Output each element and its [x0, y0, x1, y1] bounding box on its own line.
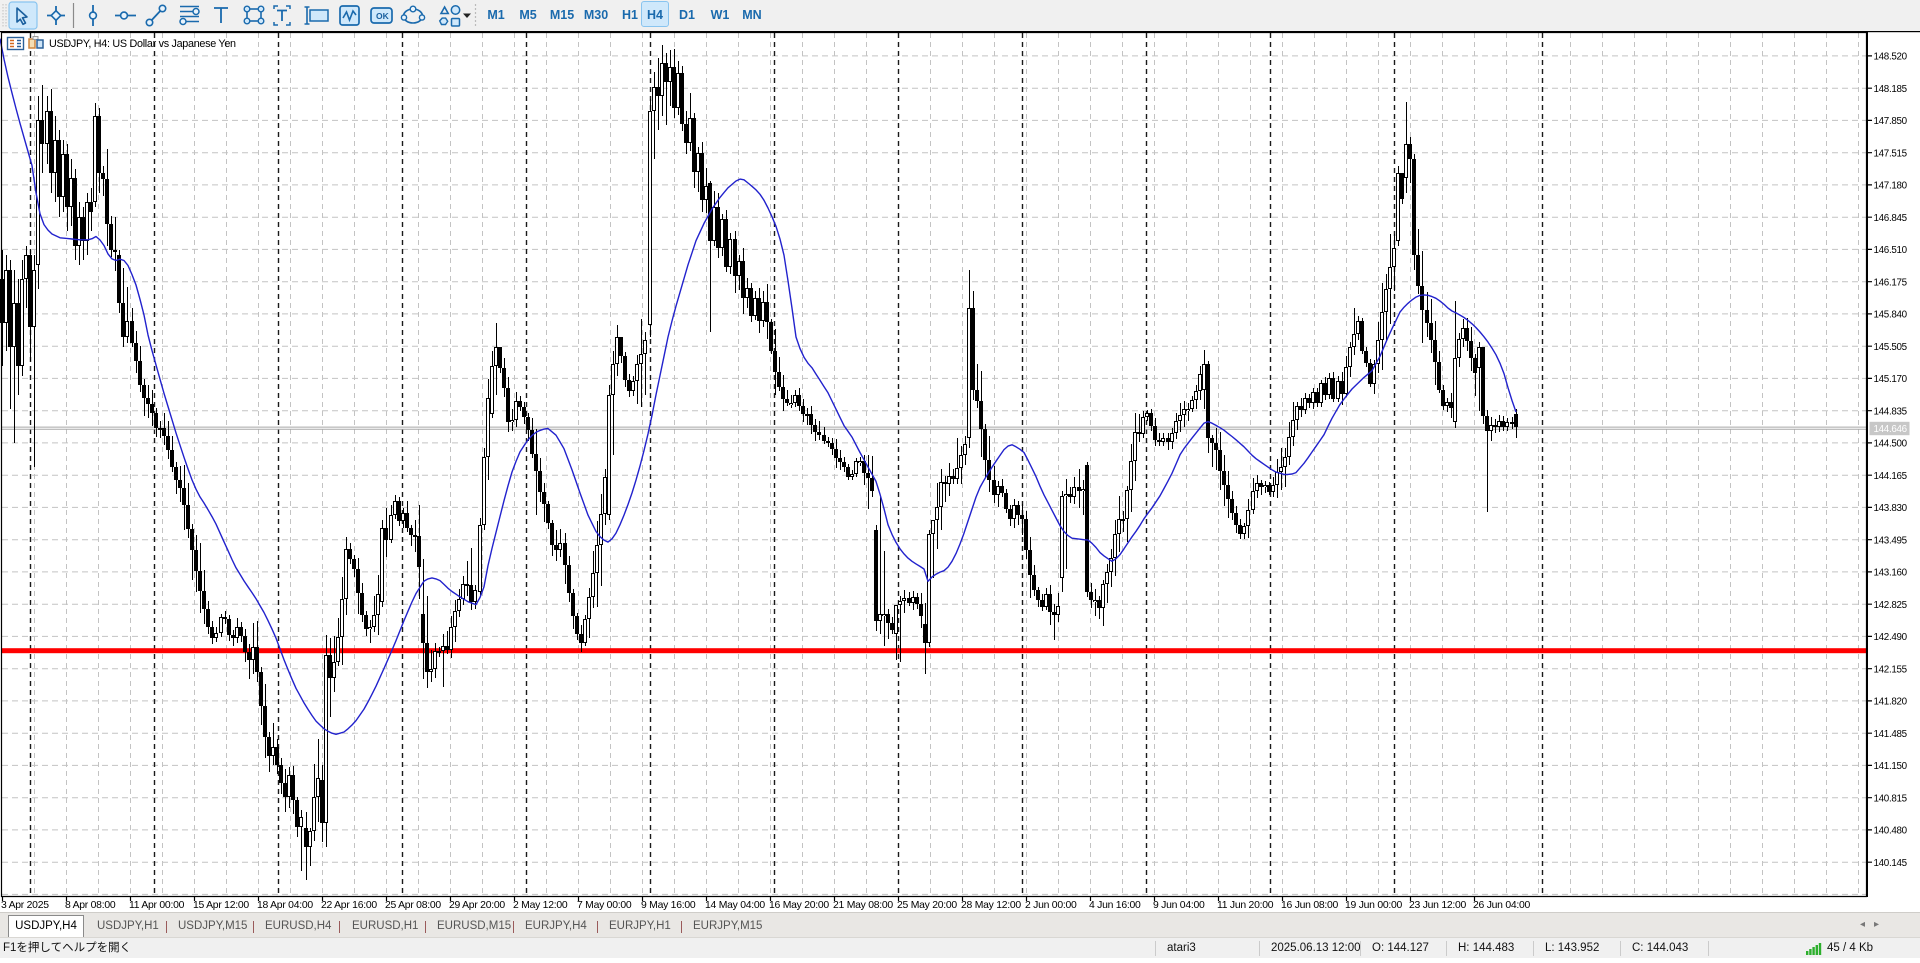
- svg-text:2 Jun 00:00: 2 Jun 00:00: [1025, 900, 1077, 911]
- svg-text:147.515: 147.515: [1874, 148, 1908, 159]
- svg-text:15 Apr 12:00: 15 Apr 12:00: [193, 900, 249, 911]
- svg-text:145.505: 145.505: [1874, 342, 1908, 353]
- svg-text:148.520: 148.520: [1874, 52, 1908, 63]
- svg-text:2 May 12:00: 2 May 12:00: [513, 900, 568, 911]
- svg-text:147.850: 147.850: [1874, 116, 1908, 127]
- svg-text:16 May 20:00: 16 May 20:00: [769, 900, 829, 911]
- svg-text:USDJPY, H4: US Dollar vs Japa: USDJPY, H4: US Dollar vs Japanese Yen: [49, 38, 236, 50]
- svg-text:140.815: 140.815: [1874, 793, 1908, 804]
- svg-text:142.825: 142.825: [1874, 600, 1908, 611]
- svg-text:25 Apr 08:00: 25 Apr 08:00: [385, 900, 441, 911]
- svg-text:11 Jun 20:00: 11 Jun 20:00: [1217, 900, 1274, 911]
- svg-text:145.840: 145.840: [1874, 310, 1908, 321]
- svg-text:147.180: 147.180: [1874, 181, 1908, 192]
- svg-text:143.495: 143.495: [1874, 535, 1908, 546]
- svg-text:OK: OK: [376, 11, 390, 21]
- svg-text:144.500: 144.500: [1874, 439, 1908, 450]
- svg-text:22 Apr 16:00: 22 Apr 16:00: [321, 900, 377, 911]
- svg-text:146.510: 146.510: [1874, 245, 1908, 256]
- svg-text:26 Jun 04:00: 26 Jun 04:00: [1473, 900, 1531, 911]
- svg-text:140.145: 140.145: [1874, 858, 1908, 869]
- svg-text:16 Jun 08:00: 16 Jun 08:00: [1281, 900, 1339, 911]
- svg-text:146.175: 146.175: [1874, 277, 1908, 288]
- svg-text:140.480: 140.480: [1874, 826, 1908, 837]
- svg-text:18 Apr 04:00: 18 Apr 04:00: [257, 900, 313, 911]
- svg-text:19 Jun 00:00: 19 Jun 00:00: [1345, 900, 1403, 911]
- svg-text:141.485: 141.485: [1874, 729, 1908, 740]
- svg-text:143.160: 143.160: [1874, 568, 1908, 579]
- svg-text:8 Apr 08:00: 8 Apr 08:00: [65, 900, 116, 911]
- svg-text:23 Jun 12:00: 23 Jun 12:00: [1409, 900, 1467, 911]
- svg-text:142.155: 142.155: [1874, 664, 1908, 675]
- svg-text:9 Jun 04:00: 9 Jun 04:00: [1153, 900, 1205, 911]
- svg-text:4 Jun 16:00: 4 Jun 16:00: [1089, 900, 1141, 911]
- svg-text:143.830: 143.830: [1874, 503, 1908, 514]
- svg-text:144.646: 144.646: [1874, 424, 1908, 435]
- svg-text:21 May 08:00: 21 May 08:00: [833, 900, 893, 911]
- svg-text:28 May 12:00: 28 May 12:00: [961, 900, 1021, 911]
- svg-text:146.845: 146.845: [1874, 213, 1908, 224]
- svg-text:141.150: 141.150: [1874, 761, 1908, 772]
- svg-text:144.165: 144.165: [1874, 471, 1908, 482]
- svg-text:25 May 20:00: 25 May 20:00: [897, 900, 957, 911]
- svg-text:148.185: 148.185: [1874, 84, 1908, 95]
- svg-text:145.170: 145.170: [1874, 374, 1908, 385]
- svg-text:3 Apr 2025: 3 Apr 2025: [1, 900, 49, 911]
- svg-text:14 May 04:00: 14 May 04:00: [705, 900, 765, 911]
- svg-text:144.835: 144.835: [1874, 406, 1908, 417]
- svg-text:29 Apr 20:00: 29 Apr 20:00: [449, 900, 505, 911]
- svg-text:9 May 16:00: 9 May 16:00: [641, 900, 696, 911]
- svg-text:141.820: 141.820: [1874, 697, 1908, 708]
- svg-text:142.490: 142.490: [1874, 632, 1908, 643]
- svg-text:11 Apr 00:00: 11 Apr 00:00: [129, 900, 185, 911]
- svg-text:7 May 00:00: 7 May 00:00: [577, 900, 632, 911]
